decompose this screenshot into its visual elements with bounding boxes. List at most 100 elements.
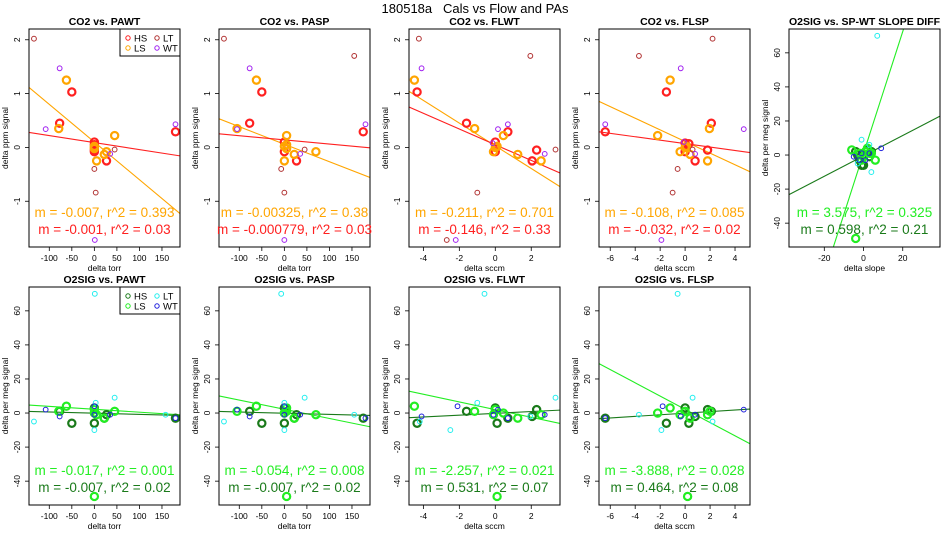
data-point-lt	[31, 35, 37, 42]
data-point-wt	[418, 413, 425, 420]
x-tick-label: 0	[683, 511, 688, 521]
data-point-ls	[281, 130, 292, 141]
data-points	[221, 35, 369, 243]
data-point-lt	[874, 32, 881, 39]
data-point-lt	[221, 418, 227, 425]
legend-marker-hs	[125, 35, 131, 41]
data-point-ls	[705, 406, 715, 417]
fit-annotation: m = -0.211, r^2 = 0.701	[415, 205, 554, 220]
y-tick-label: -1	[392, 197, 402, 205]
data-point-lt	[527, 53, 534, 59]
fit-annotation: m = -0.00325, r^2 = 0.38	[221, 205, 368, 220]
data-point-ls	[685, 413, 695, 423]
data-point-wt	[172, 121, 179, 128]
y-tick-label: -40	[392, 475, 402, 488]
y-tick-label: 1	[202, 91, 212, 96]
data-point-wt	[856, 157, 863, 164]
y-tick-label: 1	[582, 91, 592, 96]
plot-panel-co2-flwt: CO2 vs. FLWT -4 -2 0 2 -1 0 1 2 delta sccm delta p…	[380, 16, 561, 273]
data-point-lt	[689, 146, 696, 153]
x-tick-label: -50	[66, 253, 79, 263]
x-tick-label: 4	[733, 511, 738, 521]
fit-line-ls	[409, 390, 560, 425]
data-point-ls	[61, 75, 72, 85]
data-point-hs	[67, 418, 77, 428]
data-point-ls	[281, 140, 292, 150]
data-point-hs	[67, 87, 77, 97]
data-point-hs	[527, 156, 537, 166]
data-point-ls	[109, 130, 120, 141]
data-point-ls	[536, 156, 546, 166]
data-point-lt	[552, 146, 559, 153]
x-tick-label: -50	[256, 253, 269, 263]
data-point-wt	[42, 406, 49, 413]
data-point-lt	[416, 418, 423, 425]
data-point-lt	[527, 413, 534, 420]
plot-panel-co2-pawt: CO2 vs. PAWT -100 -50 0 50 100 150 -1 0 1 2 delta t…	[0, 16, 181, 273]
x-tick-label: 100	[132, 511, 146, 521]
x-axis-label: delta slope	[844, 263, 885, 273]
data-point-ls	[54, 123, 64, 134]
x-tick-label: 0	[493, 253, 498, 263]
data-point-hs	[661, 418, 672, 428]
fit-line-ls	[599, 100, 750, 173]
data-point-lt	[674, 166, 681, 172]
data-point-ls	[251, 401, 262, 411]
data-point-hs	[412, 418, 422, 428]
plot-frame	[408, 286, 561, 506]
x-tick-label: 50	[302, 511, 312, 521]
y-tick-label: -40	[772, 217, 782, 230]
data-point-ls	[488, 410, 499, 420]
y-tick-label: 40	[12, 340, 22, 350]
plot-frame	[598, 28, 751, 248]
data-point-ls	[281, 491, 292, 502]
data-point-wt	[91, 403, 98, 410]
data-point-lt	[91, 166, 98, 172]
plot-panel-co2-pasp: CO2 vs. PASP -100 -50 0 50 100 150 -1 0 1 2 delta t…	[190, 16, 372, 273]
plot-title: CO2 vs. PAWT	[69, 16, 141, 28]
data-point-wt	[281, 411, 288, 418]
data-point-wt	[680, 139, 687, 145]
legend-label: LT	[163, 34, 174, 45]
plot-frame	[28, 28, 181, 248]
data-point-hs	[531, 145, 542, 155]
y-axis-label: delta per meg signal	[190, 358, 200, 435]
fit-line-hs	[409, 409, 560, 419]
data-point-lt	[443, 237, 450, 243]
plot-panel-o2-pawt: O2SIG vs. PAWT -100 -50 0 50 100 150 -40 -20 0 20 4…	[0, 274, 181, 531]
data-point-wt	[504, 415, 511, 422]
data-point-hs	[706, 118, 717, 128]
data-point-hs	[358, 127, 368, 137]
data-point-wt	[495, 126, 501, 133]
fit-annotation: m = -0.007, r^2 = 0.393	[35, 205, 175, 220]
plot-frame	[218, 28, 371, 248]
data-point-lt	[111, 394, 118, 401]
y-axis-label: delta per meg signal	[570, 358, 580, 435]
data-point-lt	[278, 290, 285, 297]
fit-annotation: m = 0.531, r^2 = 0.07	[421, 480, 549, 495]
y-tick-label: 20	[202, 374, 212, 384]
legend-label: HS	[134, 34, 147, 45]
data-point-ls	[311, 410, 321, 420]
fit-line-ls	[29, 404, 180, 416]
x-axis-label: delta torr	[278, 521, 312, 531]
data-point-lt	[91, 290, 98, 297]
y-tick-label: 2	[392, 37, 402, 42]
data-point-ls	[652, 408, 663, 418]
data-point-lt	[447, 427, 454, 433]
data-point-lt	[92, 399, 99, 406]
x-axis-label: delta sccm	[654, 521, 695, 531]
x-tick-label: 0	[282, 511, 287, 521]
x-tick-label: 150	[345, 511, 359, 521]
data-point-lt	[481, 290, 488, 297]
data-point-hs	[244, 118, 255, 128]
data-point-ls	[847, 145, 857, 155]
data-points	[600, 35, 747, 243]
y-axis-label: delta ppm signal	[380, 107, 390, 169]
x-tick-label: -100	[41, 253, 58, 263]
data-point-ls	[54, 406, 64, 417]
fit-lines	[219, 118, 370, 178]
data-point-wt	[878, 145, 885, 152]
x-tick-label: -50	[256, 511, 269, 521]
data-point-wt	[418, 65, 425, 72]
